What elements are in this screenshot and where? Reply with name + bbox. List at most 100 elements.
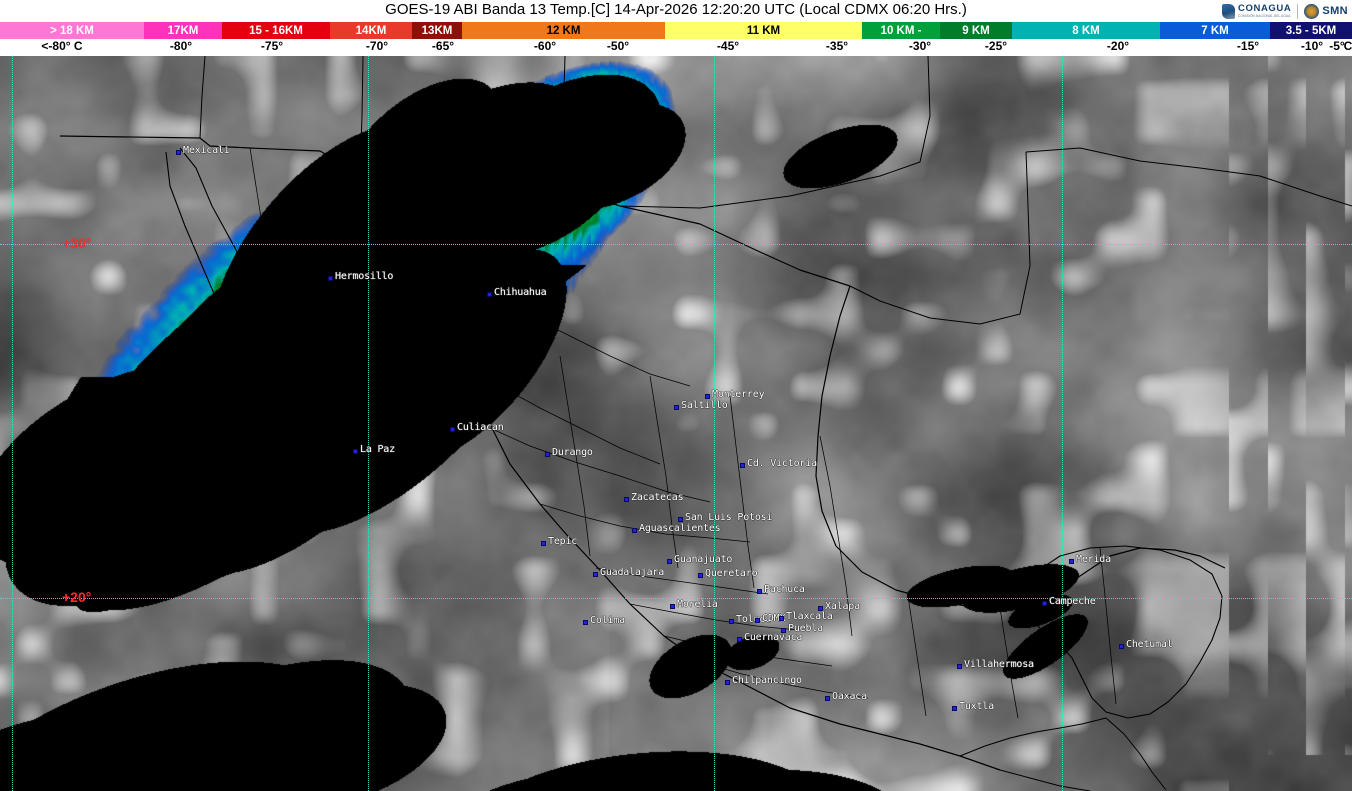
colorbar-segment: 12 KM xyxy=(462,22,665,39)
city-label: Chihuahua xyxy=(494,287,547,298)
city-dot-icon xyxy=(328,276,333,281)
colorbar-segment: 10 KM - xyxy=(862,22,940,39)
city-dot-icon xyxy=(541,541,546,546)
city-label: Queretaro xyxy=(705,568,758,579)
colorbar-segment: 8 KM xyxy=(1012,22,1160,39)
latitude-gridline xyxy=(0,244,1352,245)
conagua-water-icon xyxy=(1222,3,1236,19)
city-label: Cuernavaca xyxy=(744,632,803,643)
conagua-logo-subtext: COMISIÓN NACIONAL DEL AGUA xyxy=(1238,13,1291,18)
latitude-gridline xyxy=(0,598,1352,599)
city-dot-icon xyxy=(698,573,703,578)
city-label: Campeche xyxy=(1049,596,1096,607)
city-dot-icon xyxy=(1069,559,1074,564)
city-label: Aguascalientes xyxy=(639,523,721,534)
city-dot-icon xyxy=(583,620,588,625)
city-dot-icon xyxy=(781,628,786,633)
agency-logos: CONAGUA COMISIÓN NACIONAL DEL AGUA SMN xyxy=(1222,1,1348,21)
latitude-label: +30° xyxy=(62,235,92,251)
smn-sun-icon xyxy=(1304,3,1320,19)
colorbar-tick: -45° xyxy=(716,39,740,53)
city-label: Colima xyxy=(590,615,625,626)
colorbar-tick: -75° xyxy=(260,39,284,53)
city-dot-icon xyxy=(705,394,710,399)
city-dot-icon xyxy=(952,706,957,711)
colorbar-tick: -30° xyxy=(908,39,932,53)
colorbar-segment: 15 - 16KM xyxy=(222,22,330,39)
city-label: Morelia xyxy=(677,599,718,610)
colorbar-tick: -80° xyxy=(169,39,193,53)
city-dot-icon xyxy=(755,618,760,623)
city-dot-icon xyxy=(450,427,455,432)
satellite-map[interactable]: +30°+20°-120°-110°-100°-90° MexicaliHerm… xyxy=(0,56,1352,791)
colorbar-tick: -60° xyxy=(533,39,557,53)
city-label: Guadalajara xyxy=(600,567,665,578)
city-dot-icon xyxy=(487,292,492,297)
colorbar-segment: 3.5 - 5KM xyxy=(1270,22,1352,39)
city-dot-icon xyxy=(176,150,181,155)
city-dot-icon xyxy=(957,664,962,669)
city-label: CDMX xyxy=(762,613,786,624)
city-label: Cd. Victoria xyxy=(747,458,817,469)
city-label: Monterrey xyxy=(712,389,765,400)
city-label: Mexicali xyxy=(183,145,230,156)
colorbar-segment: 17KM xyxy=(144,22,222,39)
colorbar-tick: -10° xyxy=(1300,39,1324,53)
longitude-gridline xyxy=(714,56,715,791)
colorbar-segment: 11 KM xyxy=(665,22,862,39)
city-dot-icon xyxy=(545,452,550,457)
colorbar-tick: -20° xyxy=(1106,39,1130,53)
city-label: Saltillo xyxy=(681,400,728,411)
city-label: Puebla xyxy=(788,623,823,634)
city-dot-icon xyxy=(818,606,823,611)
colorbar-tick-labels: <-80° C -80° -75° -70° -65° -60° -50° -45° -35° -… xyxy=(0,39,1352,56)
city-dot-icon xyxy=(1042,601,1047,606)
colorbar-segment: 14KM xyxy=(330,22,412,39)
header-bar: GOES-19 ABI Banda 13 Temp.[C] 14-Apr-202… xyxy=(0,0,1352,22)
city-dot-icon xyxy=(670,604,675,609)
city-label: Tepic xyxy=(548,536,578,547)
city-label: Zacatecas xyxy=(631,492,684,503)
smn-logo: SMN xyxy=(1304,3,1348,19)
city-dot-icon xyxy=(825,696,830,701)
city-label: Guanajuato xyxy=(674,554,733,565)
colorbar-tick: C xyxy=(1343,39,1352,53)
city-dot-icon xyxy=(667,559,672,564)
colorbar-segment: > 18 KM xyxy=(0,22,144,39)
colorbar-tick: -15° xyxy=(1236,39,1260,53)
page-title: GOES-19 ABI Banda 13 Temp.[C] 14-Apr-202… xyxy=(385,1,967,18)
city-dot-icon xyxy=(740,463,745,468)
city-label: Villahermosa xyxy=(964,659,1034,670)
conagua-logo: CONAGUA COMISIÓN NACIONAL DEL AGUA xyxy=(1222,3,1292,19)
city-label: San Luis Potosi xyxy=(685,512,773,523)
coastline-border-layer xyxy=(59,56,1352,791)
city-dot-icon xyxy=(729,619,734,624)
colorbar-segment: 7 KM xyxy=(1160,22,1270,39)
colorbar-segment: 13KM xyxy=(412,22,462,39)
colorbar-segments: > 18 KM 17KM 15 - 16KM 14KM 13KM 12 KM 11 KM 10… xyxy=(0,22,1352,39)
colorbar-tick: -65° xyxy=(431,39,455,53)
city-dot-icon xyxy=(593,572,598,577)
colorbar-tick: -70° xyxy=(365,39,389,53)
city-label: La Paz xyxy=(360,444,395,455)
city-dot-icon xyxy=(1119,644,1124,649)
longitude-gridline xyxy=(12,56,13,791)
city-label: Pachuca xyxy=(764,584,805,595)
city-label: Chilpancingo xyxy=(732,675,802,686)
city-label: Tuxtla xyxy=(959,701,994,712)
colorbar-tick: -25° xyxy=(984,39,1008,53)
city-dot-icon xyxy=(779,616,784,621)
city-dot-icon xyxy=(632,528,637,533)
city-dot-icon xyxy=(674,405,679,410)
longitude-gridline xyxy=(1062,56,1063,791)
latitude-label: +20° xyxy=(62,589,92,605)
city-dot-icon xyxy=(737,637,742,642)
colorbar-tick: -50° xyxy=(606,39,630,53)
conagua-logo-text: CONAGUA xyxy=(1238,3,1292,15)
colorbar-tick: -5° xyxy=(1329,39,1345,53)
city-label: Merida xyxy=(1076,554,1111,565)
city-label: Durango xyxy=(552,447,593,458)
smn-logo-text: SMN xyxy=(1322,5,1348,17)
temperature-colorbar-legend: > 18 KM 17KM 15 - 16KM 14KM 13KM 12 KM 11 KM 10… xyxy=(0,22,1352,56)
logo-divider xyxy=(1297,3,1299,19)
